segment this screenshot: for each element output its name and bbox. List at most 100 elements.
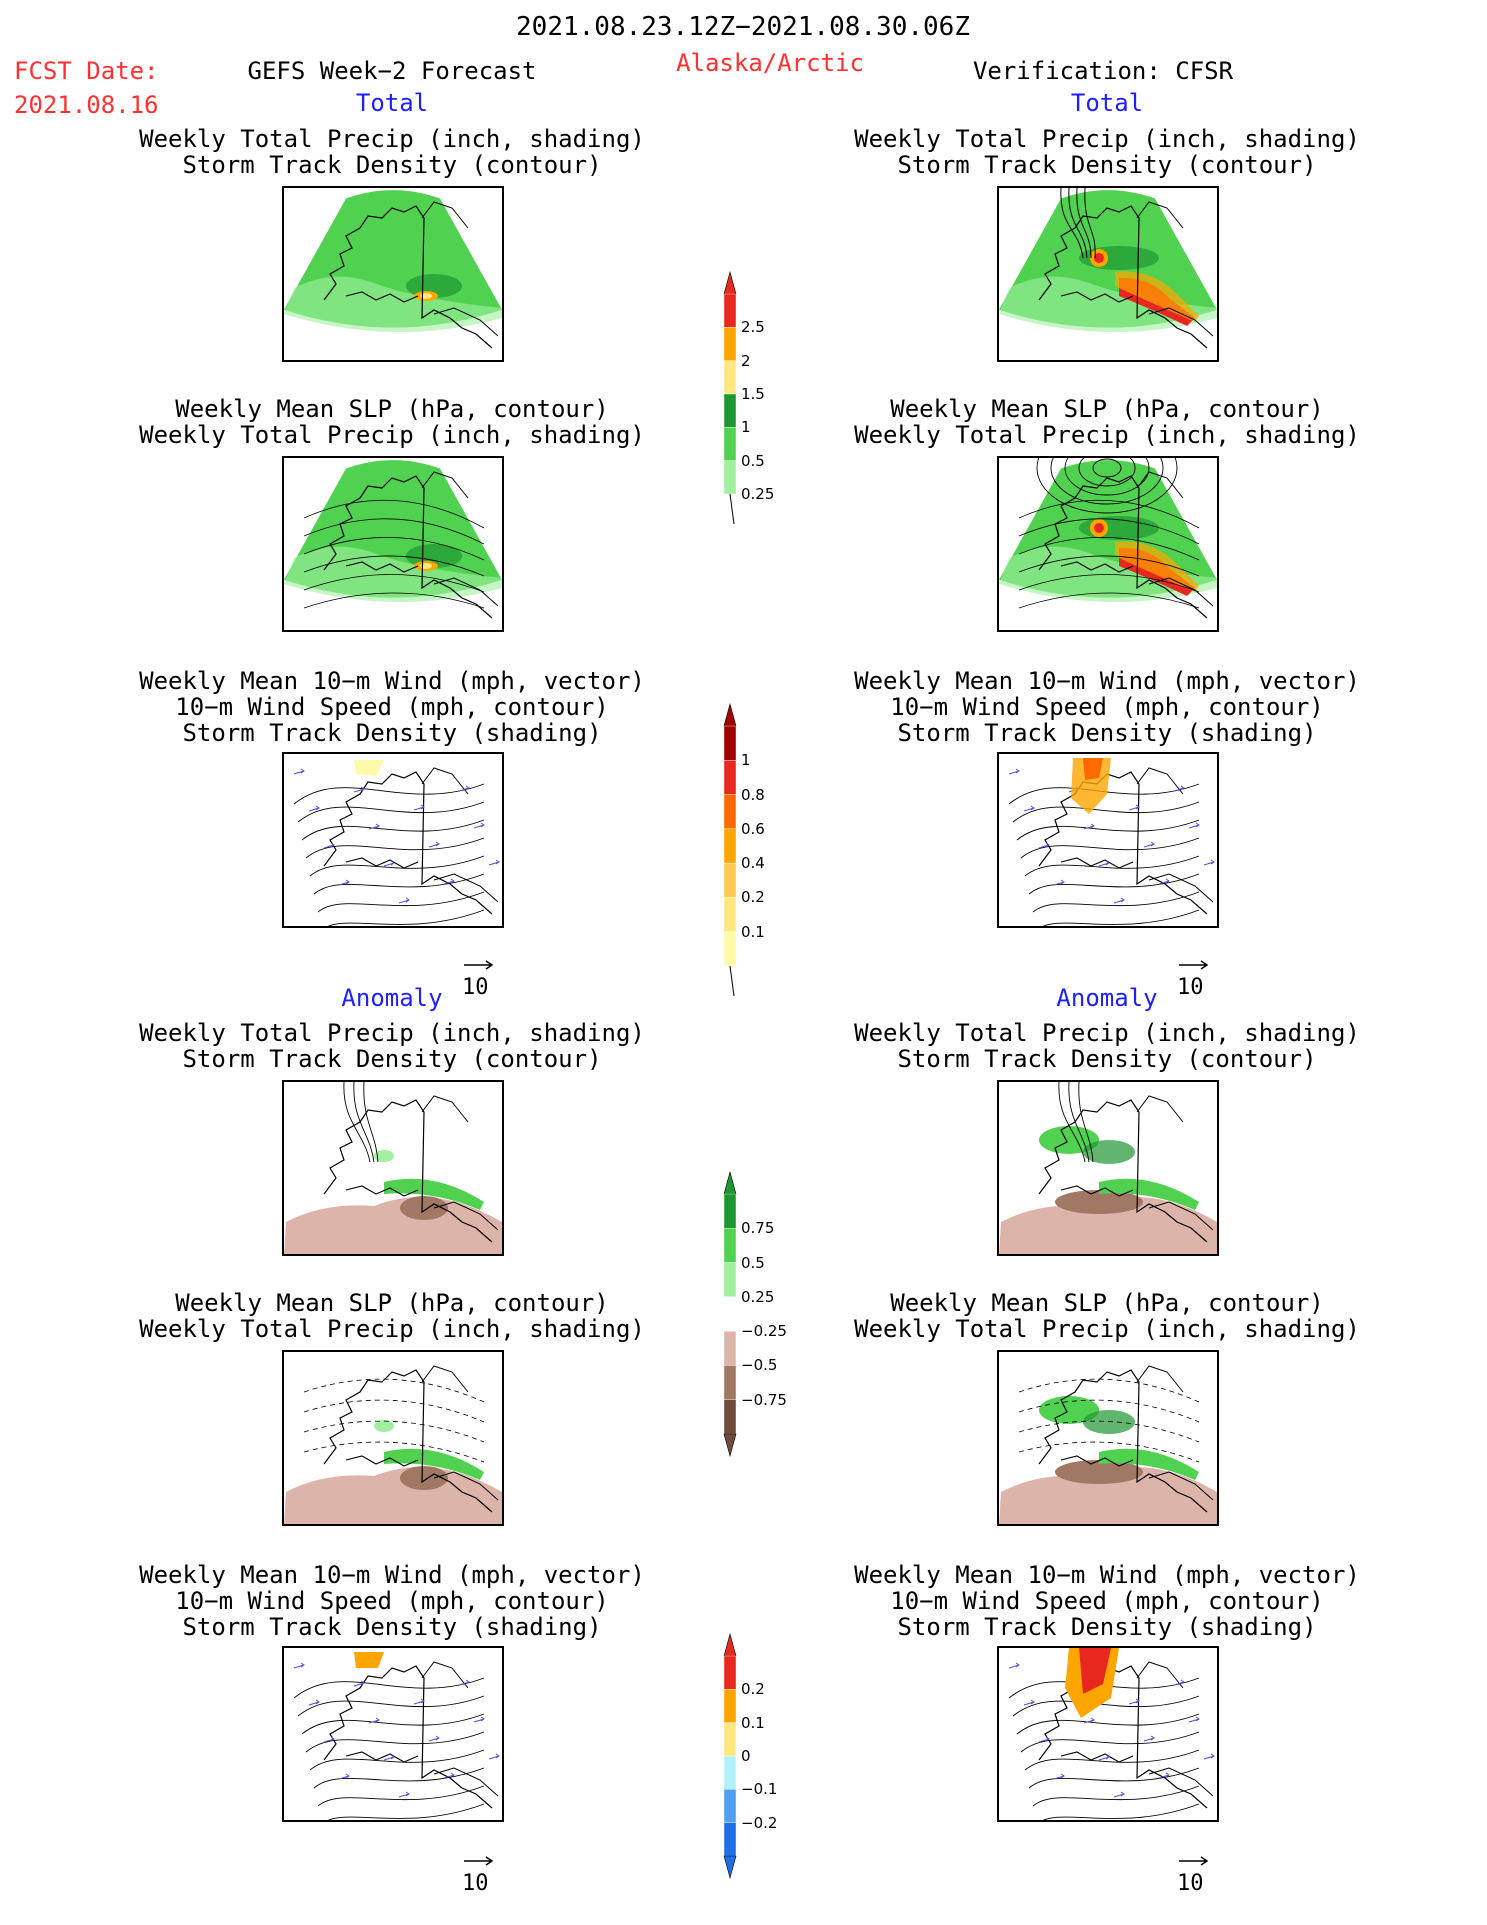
colorbar-label: −0.1	[741, 1780, 778, 1799]
verification-label: Verification: CFSR	[972, 57, 1234, 85]
colorbar-label: 0.25	[741, 1287, 775, 1306]
colorbar-label: 0.1	[741, 922, 765, 941]
colorbar-label: 0.75	[741, 1219, 775, 1238]
colorbar-precip-total	[723, 270, 737, 525]
vector-reference: 10	[462, 952, 496, 1000]
colorbar-label: −0.5	[741, 1356, 778, 1375]
panel-title-line: Weekly Mean 10−m Wind (mph, vector)	[139, 667, 645, 695]
panel-title-line: Weekly Total Precip (inch, shading)	[854, 1019, 1360, 1047]
panel-title-line: Weekly Total Precip (inch, shading)	[139, 1315, 645, 1343]
colorbar-label: 0.1	[741, 1713, 765, 1732]
vector-reference: 10	[1177, 1848, 1211, 1896]
colorbar-label: 0.4	[741, 854, 765, 873]
map-graphic	[293, 1652, 500, 1820]
map-graphic	[999, 188, 1217, 349]
vector-arrow-icon	[464, 960, 494, 970]
map-panel	[282, 456, 504, 632]
panel-title-line: 10−m Wind Speed (mph, contour)	[175, 693, 609, 721]
colorbar-track-total	[723, 702, 737, 997]
panel-title-line: Weekly Mean SLP (hPa, contour)	[890, 1289, 1324, 1317]
colorbar-label: −0.75	[741, 1390, 787, 1409]
panel-title-line: Weekly Mean 10−m Wind (mph, vector)	[854, 1561, 1360, 1589]
vector-ref-value: 10	[1177, 1871, 1204, 1896]
vector-ref-value: 10	[462, 1871, 489, 1896]
valid-period: 2021.08.23.12Z−2021.08.30.06Z	[516, 12, 970, 42]
colorbar-label: 1	[741, 418, 751, 437]
colorbar-label: 0	[741, 1747, 751, 1765]
panel-title-line: Storm Track Density (contour)	[182, 1045, 602, 1073]
colorbar-label: 2.5	[741, 318, 765, 337]
panel-title-line: Weekly Mean SLP (hPa, contour)	[175, 1289, 609, 1317]
panel-title-line: Weekly Mean 10−m Wind (mph, vector)	[139, 1561, 645, 1589]
map-graphic	[284, 1082, 502, 1254]
vector-arrow-icon	[1179, 960, 1209, 970]
map-panel	[997, 1350, 1219, 1526]
map-panel	[997, 186, 1219, 362]
map-panel	[282, 752, 504, 928]
map-panel	[997, 752, 1219, 928]
map-panel	[282, 1080, 504, 1256]
section-total-right: Total	[1070, 89, 1144, 117]
colorbar-label: 0.2	[741, 888, 765, 907]
map-panel	[282, 186, 504, 362]
panel-title-line: Storm Track Density (contour)	[897, 1045, 1317, 1073]
model-title: GEFS Week−2 Forecast	[247, 57, 537, 85]
panel-title-line: Weekly Mean SLP (hPa, contour)	[890, 395, 1324, 423]
map-panel	[282, 1350, 504, 1526]
panel-title-line: Storm Track Density (shading)	[182, 719, 602, 747]
panel-title-line: 10−m Wind Speed (mph, contour)	[890, 693, 1324, 721]
map-panel	[997, 1646, 1219, 1822]
fcst-date: 2021.08.16	[14, 91, 159, 119]
vector-arrow-icon	[464, 1856, 494, 1866]
section-anomaly-right: Anomaly	[1056, 984, 1158, 1012]
panel-title-line: Weekly Total Precip (inch, shading)	[139, 1019, 645, 1047]
map-graphic	[293, 760, 500, 926]
colorbar-label: 0.8	[741, 785, 765, 804]
panel-title-line: Weekly Total Precip (inch, shading)	[854, 421, 1360, 449]
colorbar-label: 0.25	[741, 485, 775, 503]
vector-reference: 10	[462, 1848, 496, 1896]
colorbar-label: −0.25	[741, 1322, 787, 1341]
colorbar-label: −0.2	[741, 1813, 778, 1832]
map-graphic	[1008, 1648, 1215, 1820]
fcst-date-label: FCST Date:	[14, 57, 159, 85]
panel-title-line: Storm Track Density (shading)	[897, 719, 1317, 747]
vector-reference: 10	[1177, 952, 1211, 1000]
map-graphic	[999, 458, 1217, 619]
panel-title-line: Storm Track Density (contour)	[897, 151, 1317, 179]
map-panel	[997, 1080, 1219, 1256]
map-graphic	[284, 460, 502, 619]
panel-title-line: Weekly Mean SLP (hPa, contour)	[175, 395, 609, 423]
vector-ref-value: 10	[1177, 975, 1204, 1000]
colorbar-label: 0.5	[741, 451, 765, 470]
map-graphic	[999, 1365, 1217, 1524]
panel-title-line: Weekly Mean 10−m Wind (mph, vector)	[854, 667, 1360, 695]
colorbar-precip-anom	[723, 1170, 737, 1458]
map-panel	[282, 1646, 504, 1822]
colorbar-label: 0.2	[741, 1680, 765, 1699]
panel-title-line: 10−m Wind Speed (mph, contour)	[890, 1587, 1324, 1615]
section-total-left: Total	[355, 89, 429, 117]
colorbar-track-anom	[723, 1632, 737, 1880]
panel-title-line: Weekly Total Precip (inch, shading)	[854, 125, 1360, 153]
colorbar-label: 1	[741, 751, 751, 770]
panel-title-line: Storm Track Density (contour)	[182, 151, 602, 179]
panel-title-line: Weekly Total Precip (inch, shading)	[139, 421, 645, 449]
panel-title-line: Storm Track Density (shading)	[182, 1613, 602, 1641]
region-label: Alaska/Arctic	[676, 49, 864, 77]
panel-title-line: Weekly Total Precip (inch, shading)	[139, 125, 645, 153]
colorbar-label: 1.5	[741, 385, 765, 403]
vector-arrow-icon	[1179, 1856, 1209, 1866]
map-graphic	[999, 1082, 1217, 1254]
panel-title-line: Weekly Total Precip (inch, shading)	[854, 1315, 1360, 1343]
map-graphic	[284, 1365, 502, 1524]
colorbar-label: 0.6	[741, 819, 765, 838]
section-anomaly-left: Anomaly	[341, 984, 443, 1012]
vector-ref-value: 10	[462, 975, 489, 1000]
map-graphic	[284, 190, 502, 349]
map-graphic	[1008, 758, 1215, 926]
map-panel	[997, 456, 1219, 632]
panel-title-line: 10−m Wind Speed (mph, contour)	[175, 1587, 609, 1615]
panel-title-line: Storm Track Density (shading)	[897, 1613, 1317, 1641]
colorbar-label: 0.5	[741, 1253, 765, 1272]
